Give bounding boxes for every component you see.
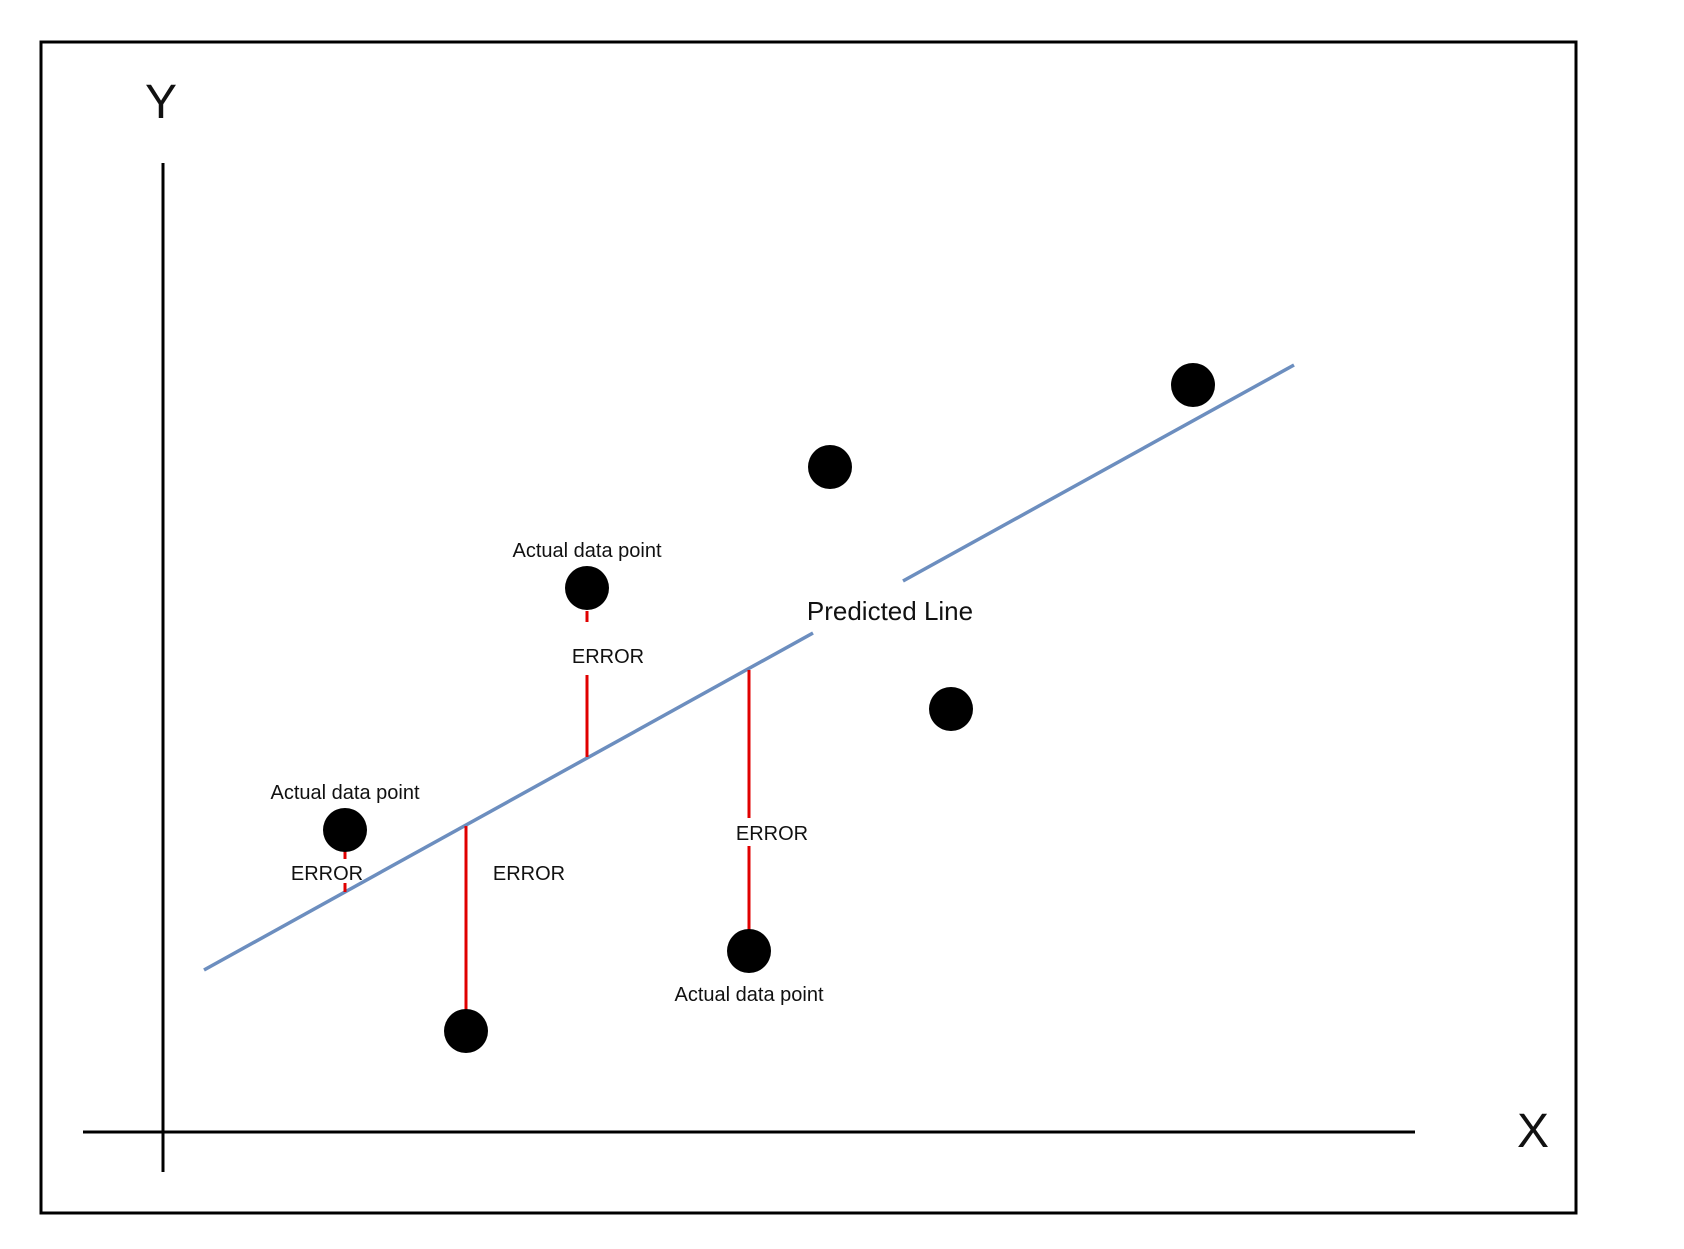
error-label-2: ERROR <box>493 863 565 885</box>
data-point-3 <box>565 566 609 610</box>
data-point-1 <box>323 808 367 852</box>
diagram-frame <box>39 40 1578 1215</box>
x-axis-label: X <box>1517 1105 1549 1158</box>
data-point-7 <box>1171 363 1215 407</box>
data-point-4 <box>727 929 771 973</box>
error-label-3: ERROR <box>572 646 644 668</box>
error-label-4: ERROR <box>736 823 808 845</box>
predicted-line-upper-segment <box>902 363 1295 583</box>
predicted-line-label: Predicted Line <box>807 596 973 626</box>
y-axis-label: Y <box>145 76 177 129</box>
data-point-label-2: Actual data point <box>513 540 662 562</box>
error-label-1: ERROR <box>291 863 363 885</box>
data-point-2 <box>444 1009 488 1053</box>
data-point-label-1: Actual data point <box>271 782 420 804</box>
data-point-6 <box>929 687 973 731</box>
predicted-line-lower-segment <box>203 631 814 972</box>
data-point-label-3: Actual data point <box>675 984 824 1006</box>
data-point-5 <box>808 445 852 489</box>
